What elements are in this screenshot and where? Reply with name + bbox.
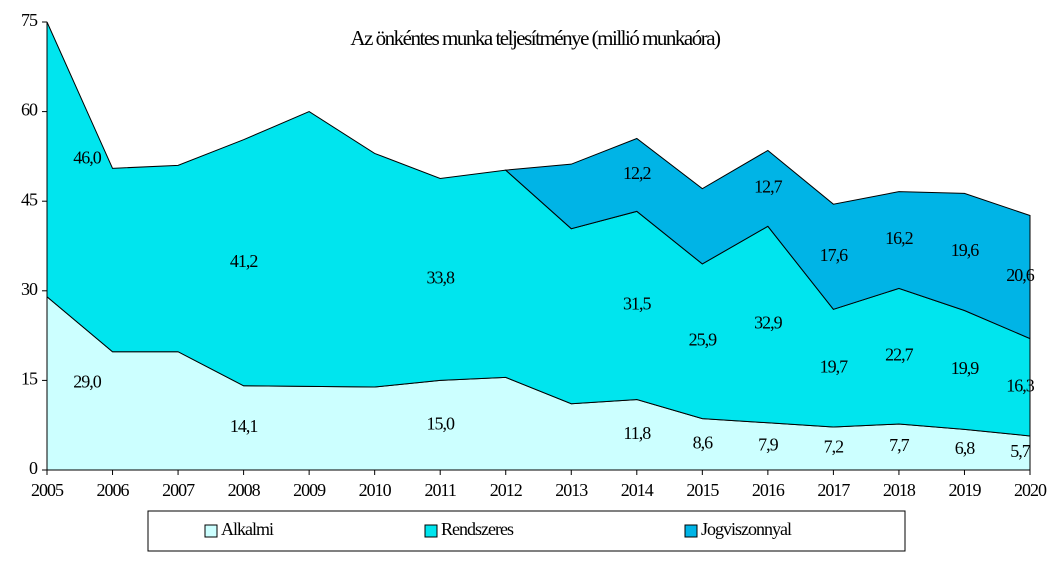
x-tick-label: 2019 bbox=[948, 480, 981, 500]
data-label: 6,8 bbox=[955, 438, 976, 458]
data-label: 46,0 bbox=[73, 148, 102, 168]
data-label: 12,7 bbox=[754, 176, 783, 196]
y-tick-label: 30 bbox=[21, 279, 38, 299]
chart-title: Az önkéntes munka teljesítménye (millió … bbox=[350, 26, 721, 50]
data-label: 22,7 bbox=[885, 344, 914, 364]
legend-swatch bbox=[684, 524, 698, 538]
legend-label: Rendszeres bbox=[441, 519, 514, 539]
data-label: 5,7 bbox=[1010, 441, 1031, 461]
y-tick-label: 60 bbox=[21, 100, 38, 120]
data-label: 17,6 bbox=[820, 245, 849, 265]
data-label: 33,8 bbox=[426, 268, 455, 288]
y-tick-label: 0 bbox=[29, 458, 38, 478]
data-label: 32,9 bbox=[754, 313, 783, 333]
data-label: 19,6 bbox=[951, 240, 980, 260]
data-label: 7,9 bbox=[758, 435, 779, 455]
data-label: 41,2 bbox=[230, 251, 258, 271]
data-label: 8,6 bbox=[693, 432, 714, 452]
data-label: 7,2 bbox=[824, 437, 844, 457]
y-tick-label: 45 bbox=[21, 189, 38, 209]
data-label: 15,0 bbox=[426, 413, 455, 433]
data-label: 29,0 bbox=[73, 372, 102, 392]
data-label: 7,7 bbox=[889, 435, 910, 455]
x-tick-label: 2013 bbox=[555, 480, 588, 500]
data-label: 16,2 bbox=[885, 228, 913, 248]
legend-swatch bbox=[424, 524, 438, 538]
x-tick-label: 2007 bbox=[162, 480, 195, 500]
area bbox=[46, 21, 1031, 437]
legend-label: Jogviszonnyal bbox=[701, 519, 792, 539]
x-tick-label: 2008 bbox=[228, 480, 261, 500]
y-tick-label: 15 bbox=[21, 369, 38, 389]
data-label: 19,7 bbox=[820, 356, 849, 376]
legend-box bbox=[147, 510, 906, 552]
data-label: 25,9 bbox=[689, 329, 718, 349]
x-tick-label: 2017 bbox=[817, 480, 850, 500]
x-tick-label: 2005 bbox=[31, 480, 64, 500]
data-label: 11,8 bbox=[623, 423, 651, 443]
x-tick-label: 2015 bbox=[686, 480, 719, 500]
legend-swatch bbox=[204, 524, 218, 538]
y-tick-label: 75 bbox=[21, 10, 38, 30]
x-tick-label: 2006 bbox=[97, 480, 130, 500]
x-tick-label: 2018 bbox=[883, 480, 916, 500]
data-label: 12,2 bbox=[623, 163, 651, 183]
x-tick-label: 2010 bbox=[359, 480, 392, 500]
data-label: 14,1 bbox=[230, 416, 258, 436]
data-label: 31,5 bbox=[623, 294, 652, 314]
legend-label: Alkalmi bbox=[221, 519, 274, 539]
x-tick-label: 2020 bbox=[1014, 480, 1047, 500]
x-tick-label: 2014 bbox=[621, 480, 654, 500]
data-label: 16,3 bbox=[1006, 375, 1035, 395]
data-label: 19,9 bbox=[951, 358, 980, 378]
x-tick-label: 2011 bbox=[425, 480, 456, 500]
x-tick-label: 2012 bbox=[490, 480, 522, 500]
data-label: 20,6 bbox=[1006, 265, 1035, 285]
x-tick-label: 2009 bbox=[293, 480, 326, 500]
x-tick-label: 2016 bbox=[752, 480, 785, 500]
area bbox=[504, 137, 1031, 340]
